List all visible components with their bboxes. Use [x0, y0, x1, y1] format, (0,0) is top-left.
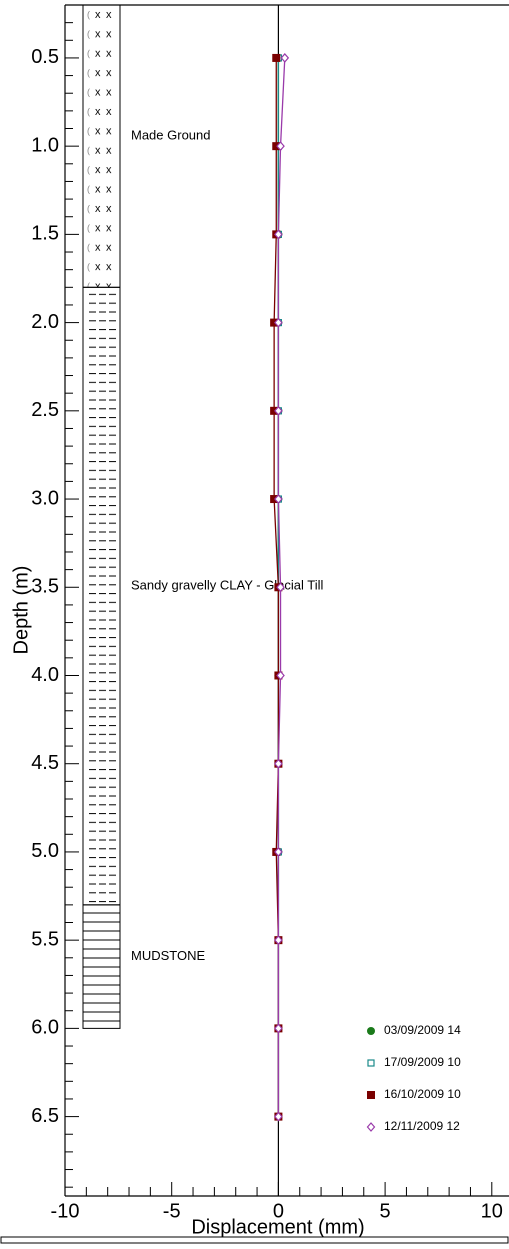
y-tick-label: 1.0	[31, 134, 59, 156]
data: 03/09/2009 14 17/09/2009 10 16/10/2009 10 1…	[270, 53, 461, 1133]
stratum	[82, 904, 121, 1029]
point	[274, 229, 283, 240]
y-tick-label: 5.0	[31, 840, 59, 862]
point	[274, 1023, 283, 1034]
y-tick-label: 3.5	[31, 576, 59, 598]
y-tick-label: 4.0	[31, 664, 59, 686]
x-axis-title: Displacement (mm)	[191, 1216, 364, 1238]
point	[276, 141, 285, 152]
point	[280, 53, 290, 63]
legend-marker	[366, 1122, 376, 1132]
point	[274, 1111, 283, 1122]
legend-marker	[367, 1027, 375, 1035]
y-tick-label: 0.5	[31, 46, 59, 68]
y-tick-label: 4.5	[31, 752, 59, 774]
stratum	[82, 4, 121, 288]
y-tick-label: 3.0	[31, 487, 59, 509]
stratum	[82, 286, 121, 906]
footer-box	[0, 1236, 509, 1244]
legend-label: 16/10/2009 10	[384, 1087, 461, 1101]
point	[274, 847, 283, 857]
point	[274, 494, 283, 504]
axes: 0.5 1.0 1.5 2.0 2.5 3.0 3.5 4.0 4.5 5.0 5.5 6.0 6.5 -…	[0, 4, 509, 1244]
legend-label: 12/11/2009 12	[384, 1119, 460, 1133]
stratum-label: Sandy gravelly CLAY - Glacial Till	[131, 578, 324, 593]
point	[274, 935, 283, 946]
legend-label: 17/09/2009 10	[384, 1055, 461, 1069]
y-tick-label: 5.5	[31, 928, 59, 950]
x-tick-label: -10	[51, 1200, 80, 1222]
x-tick-label: 0	[273, 1200, 284, 1222]
y-tick-label: 6.5	[31, 1105, 59, 1127]
point	[276, 670, 285, 681]
point	[274, 405, 283, 416]
point	[272, 53, 281, 62]
y-tick-label: 6.0	[31, 1017, 59, 1039]
legend-marker	[367, 1059, 375, 1067]
point	[276, 582, 285, 593]
strata-column: Made Ground Sandy gravelly CLAY - Glacial…	[82, 4, 324, 1029]
x-tick-label: 10	[481, 1200, 503, 1222]
y-tick-label: 2.5	[31, 399, 59, 421]
stratum-label: Made Ground	[131, 128, 211, 143]
y-tick-label: 1.5	[31, 223, 59, 245]
x-tick-label: -5	[163, 1200, 181, 1222]
y-axis-title: Depth (m)	[10, 566, 32, 655]
x-tick-label: 5	[380, 1200, 391, 1222]
legend-label: 03/09/2009 14	[384, 1023, 461, 1037]
legend-marker	[367, 1091, 375, 1099]
point	[274, 317, 283, 328]
y-tick-label: 2.0	[31, 311, 59, 333]
stratum-label: MUDSTONE	[131, 948, 205, 963]
point	[274, 758, 283, 769]
